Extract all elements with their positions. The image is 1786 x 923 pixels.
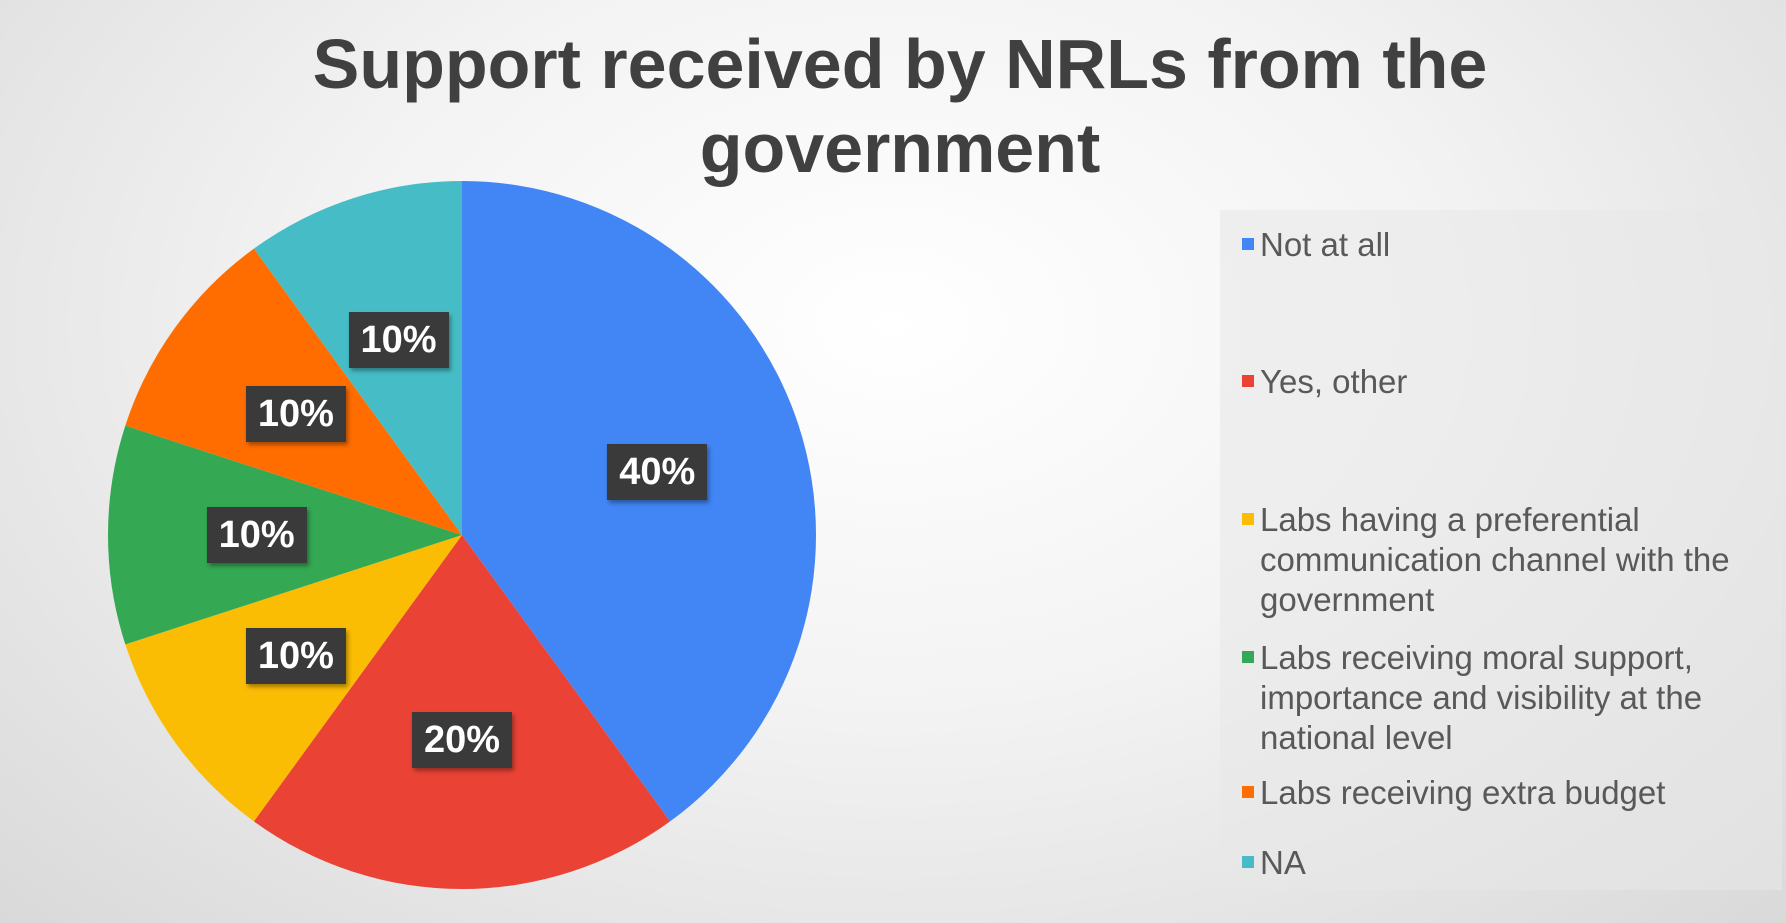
legend-item: Labs receiving moral support, importance… <box>1242 638 1772 758</box>
legend: Not at all Yes, other Labs having a prefer… <box>1220 210 1782 890</box>
legend-label: Not at all <box>1260 226 1391 263</box>
legend-swatch <box>1242 375 1254 387</box>
legend-swatch <box>1242 513 1254 525</box>
legend-swatch <box>1242 238 1254 250</box>
legend-label: Labs having a preferential communication… <box>1260 501 1730 618</box>
pie-data-label: 10% <box>245 627 346 684</box>
legend-label: Labs receiving extra budget <box>1260 774 1666 811</box>
pie-data-label: 20% <box>411 712 513 769</box>
legend-item: Not at all <box>1242 225 1772 265</box>
legend-label: NA <box>1260 844 1306 881</box>
legend-swatch <box>1242 786 1254 798</box>
legend-item: Yes, other <box>1242 362 1772 402</box>
legend-item: Labs receiving extra budget <box>1242 773 1772 813</box>
legend-item: Labs having a preferential communication… <box>1242 500 1772 620</box>
pie-data-label: 10% <box>245 386 346 443</box>
pie-slice <box>253 535 671 890</box>
legend-item: NA <box>1242 843 1772 883</box>
pie-slice <box>462 181 817 822</box>
legend-label: Yes, other <box>1260 363 1408 400</box>
chart-title: Support received by NRLs from the govern… <box>312 25 1488 187</box>
pie-data-label: 10% <box>206 507 307 563</box>
legend-swatch <box>1242 856 1254 868</box>
pie-data-label: 40% <box>607 443 708 500</box>
pie-data-label: 10% <box>348 311 449 368</box>
legend-swatch <box>1242 651 1254 663</box>
legend-label: Labs receiving moral support, importance… <box>1260 639 1703 756</box>
